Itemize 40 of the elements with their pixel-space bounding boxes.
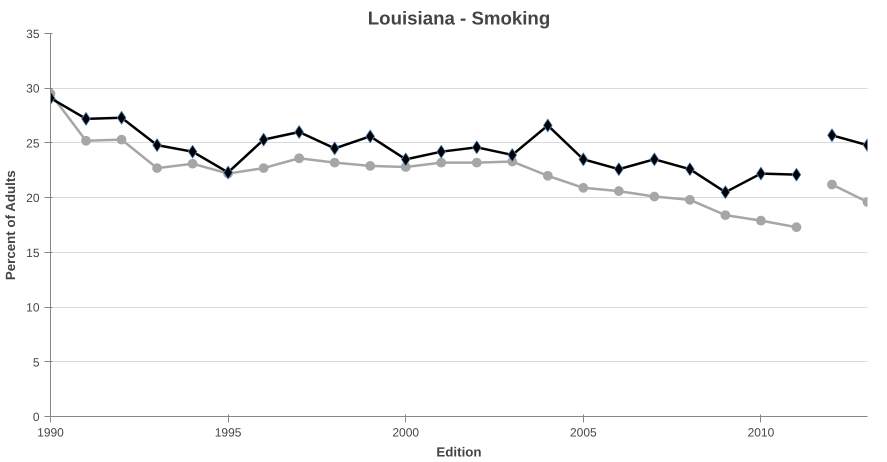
point bbox=[684, 194, 695, 205]
point bbox=[472, 158, 482, 168]
x-axis-title: Edition bbox=[436, 444, 482, 460]
point bbox=[294, 125, 304, 139]
point bbox=[792, 222, 802, 232]
point bbox=[756, 166, 766, 180]
point bbox=[649, 192, 660, 202]
y-tick-label: 30 bbox=[26, 82, 40, 96]
point bbox=[508, 148, 518, 162]
point bbox=[614, 186, 624, 196]
point bbox=[258, 163, 269, 173]
y-tick-label: 0 bbox=[32, 410, 40, 424]
point bbox=[756, 216, 766, 226]
point bbox=[578, 182, 588, 193]
point bbox=[294, 153, 304, 164]
point bbox=[720, 210, 730, 220]
y-tick-label: 15 bbox=[26, 246, 40, 260]
point bbox=[188, 158, 198, 169]
point bbox=[543, 118, 553, 132]
point bbox=[542, 170, 553, 181]
y-tick-label: 5 bbox=[32, 355, 40, 370]
point bbox=[116, 134, 126, 145]
x-tick-label: 2000 bbox=[392, 426, 420, 440]
x-tick-label: 1990 bbox=[37, 426, 64, 440]
y-tick-label: 25 bbox=[26, 136, 40, 150]
y-axis-title: Percent of Adults bbox=[3, 170, 18, 280]
chart-title: Louisiana - Smoking bbox=[368, 8, 550, 28]
point bbox=[330, 142, 340, 156]
x-tick-label: 2010 bbox=[748, 426, 775, 440]
y-tick-label: 10 bbox=[26, 300, 40, 315]
point bbox=[330, 158, 340, 168]
point bbox=[365, 161, 376, 171]
point bbox=[436, 158, 446, 168]
point bbox=[223, 166, 233, 180]
point bbox=[81, 136, 91, 146]
y-tick-label: 20 bbox=[26, 191, 40, 206]
x-tick-label: 1995 bbox=[214, 426, 242, 440]
point bbox=[152, 163, 162, 173]
y-tick-label: 35 bbox=[26, 27, 40, 41]
x-tick-label: 2005 bbox=[570, 426, 597, 440]
